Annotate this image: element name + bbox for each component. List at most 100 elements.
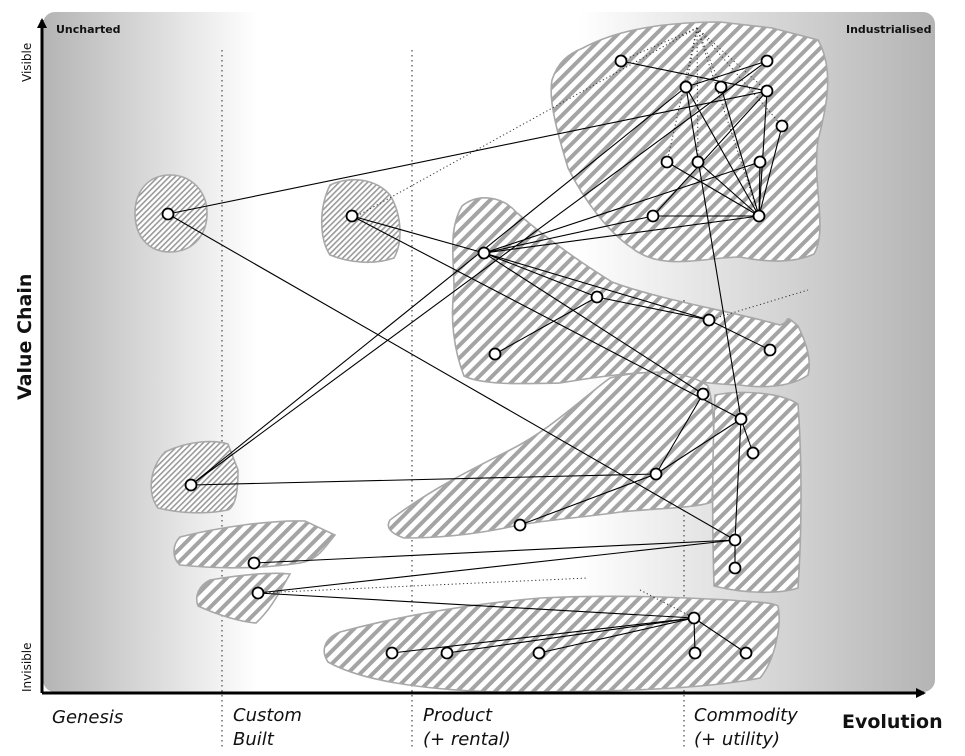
component-link (693, 617, 747, 654)
component-node (688, 646, 702, 660)
component-node (385, 646, 399, 660)
component-link (708, 319, 771, 351)
component-node (161, 207, 175, 221)
evolution-label: Evolution (842, 711, 943, 733)
phase-commodity-line2: (+ utility) (694, 729, 781, 750)
uncharted-label: Uncharted (56, 23, 121, 36)
component-link (685, 60, 768, 88)
component-node (532, 646, 546, 660)
component-node (728, 533, 742, 547)
dotted-link (696, 27, 783, 127)
component-link (257, 539, 736, 594)
component-link (167, 213, 736, 541)
component-node (775, 119, 789, 133)
component-link (190, 60, 768, 486)
component-node (590, 290, 604, 304)
dotted-link (696, 27, 768, 92)
component-link (620, 60, 768, 92)
industrialised-label: Industrialised (846, 23, 932, 36)
clusters (134, 21, 829, 693)
component-link (720, 86, 760, 217)
cluster-right-column (711, 391, 802, 594)
phase-product-line2: (+ rental) (423, 729, 511, 750)
component-link (351, 215, 485, 254)
cluster-top-right (550, 21, 829, 263)
phase-custom-line1: Custom (233, 705, 302, 726)
components (161, 54, 789, 660)
component-link (483, 252, 710, 321)
visible-label: Visible (20, 42, 34, 82)
component-link (734, 418, 742, 541)
component-link (655, 418, 742, 475)
component-link (697, 161, 760, 217)
component-link (494, 296, 598, 355)
component-link (446, 617, 695, 654)
cluster-small-left-lower (195, 572, 292, 624)
dotted-link (620, 27, 698, 62)
component-node (696, 387, 710, 401)
phase-genesis-text: Genesis (52, 707, 124, 728)
component-link (652, 90, 768, 217)
component-node (714, 80, 728, 94)
component-link (253, 539, 736, 564)
dotted-link (356, 27, 698, 217)
component-link (483, 215, 654, 254)
component-node (660, 155, 674, 169)
component-link (391, 617, 695, 654)
component-link (190, 473, 657, 486)
component-node (646, 209, 660, 223)
component-node (763, 343, 777, 357)
component-link (538, 617, 695, 654)
phase-genesis: Genesis (52, 706, 123, 730)
component-link (190, 86, 687, 486)
component-link (666, 161, 760, 217)
component-node (728, 561, 742, 575)
component-link (483, 161, 761, 254)
component-link (596, 296, 710, 321)
component-node (184, 478, 198, 492)
dotted-link (666, 27, 698, 163)
component-node (247, 556, 261, 570)
cluster-small-left-upper (173, 520, 337, 569)
component-link (685, 86, 742, 420)
component-node (679, 80, 693, 94)
component-node (702, 313, 716, 327)
connections (167, 60, 783, 654)
component-node (440, 646, 454, 660)
component-node (739, 646, 753, 660)
cluster-bottom (323, 595, 780, 693)
component-link (257, 592, 695, 619)
component-link (483, 252, 704, 395)
axes (37, 18, 926, 698)
component-link (685, 86, 760, 217)
component-node (734, 412, 748, 426)
component-node (614, 54, 628, 68)
component-node (760, 84, 774, 98)
phase-product: Product (+ rental) (423, 704, 511, 752)
phase-commodity-line1: Commodity (694, 705, 798, 726)
dotted-link (639, 589, 695, 619)
component-node (477, 246, 491, 260)
component-node (345, 209, 359, 223)
component-link (483, 215, 760, 254)
invisible-label: Invisible (20, 642, 34, 693)
component-node (513, 518, 527, 532)
component-node (746, 446, 760, 460)
component-link (167, 90, 768, 215)
cluster-lower-triangle (387, 371, 715, 539)
phase-custom-line2: Built (233, 729, 274, 750)
phase-commodity: Commodity (+ utility) (694, 704, 798, 752)
component-link (519, 473, 657, 526)
component-node (752, 209, 766, 223)
component-node (691, 155, 705, 169)
dotted-link (696, 27, 760, 217)
component-node (488, 347, 502, 361)
component-link (351, 215, 742, 420)
dotted-link (685, 27, 698, 88)
component-link (758, 161, 761, 217)
component-link (758, 125, 783, 217)
component-node (251, 586, 265, 600)
phase-product-line1: Product (423, 705, 493, 726)
